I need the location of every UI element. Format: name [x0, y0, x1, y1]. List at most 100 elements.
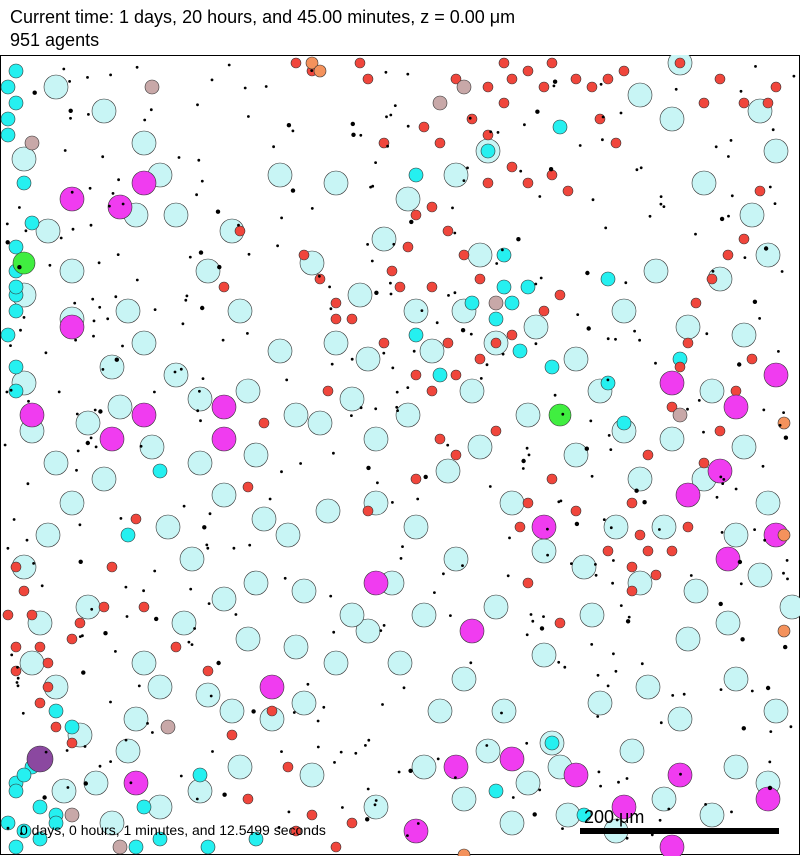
agent-small: [436, 757, 440, 761]
agent-small: [423, 474, 428, 480]
agent-pale_cyan: [403, 298, 429, 324]
agent-small: [783, 435, 789, 440]
agent-small: [402, 686, 406, 690]
agent-brown: [160, 719, 176, 735]
agent-pale_cyan: [91, 466, 117, 492]
agent-small: [495, 262, 499, 265]
agent-small: [71, 227, 75, 231]
agent-red: [738, 97, 750, 109]
agent-small: [59, 236, 63, 240]
agent-pale_cyan: [115, 298, 141, 324]
agent-small: [329, 594, 333, 598]
agent-small: [322, 705, 326, 709]
agent-pale_cyan: [763, 698, 789, 724]
agent-red: [514, 521, 526, 533]
agent-pale_cyan: [227, 754, 253, 780]
agent-pale_cyan: [323, 170, 349, 196]
agent-red: [42, 681, 54, 693]
agent-small: [341, 806, 344, 809]
agent-pale_cyan: [755, 490, 781, 516]
agent-red: [682, 521, 694, 533]
agent-magenta: [443, 754, 469, 780]
agent-cyan: [488, 311, 504, 327]
agent-pale_cyan: [211, 482, 237, 508]
agent-pale_cyan: [403, 514, 429, 540]
agent-small: [350, 121, 355, 127]
agent-small: [221, 338, 225, 342]
agent-small: [243, 86, 247, 90]
agent-small: [496, 131, 500, 134]
agent-magenta: [715, 546, 741, 572]
agent-small: [234, 613, 238, 616]
agent-red: [322, 385, 334, 397]
agent-small: [350, 357, 354, 361]
agent-pale_cyan: [11, 146, 37, 172]
agent-small: [364, 744, 367, 747]
agent-small: [433, 591, 436, 594]
agent-small: [109, 73, 112, 77]
agent-red: [26, 609, 38, 621]
agent-small: [98, 409, 103, 414]
agent-brown: [64, 807, 80, 823]
agent-small: [179, 367, 183, 371]
agent-pale_cyan: [187, 450, 213, 476]
agent-pale_cyan: [131, 130, 157, 156]
agent-small: [682, 692, 686, 696]
agent-small: [121, 202, 125, 206]
agent-small: [76, 449, 80, 453]
agent-small: [12, 518, 16, 521]
agent-red: [682, 337, 694, 349]
agent-red: [450, 369, 462, 381]
agent-small: [101, 155, 105, 159]
agent-pale_cyan: [715, 610, 741, 636]
agent-small: [78, 635, 82, 638]
agent-small: [391, 501, 394, 504]
agent-count: 951 agents: [10, 30, 100, 50]
agent-small: [272, 145, 275, 149]
agent-small: [264, 85, 268, 88]
agent-pale_cyan: [235, 378, 261, 404]
agent-red: [522, 65, 534, 77]
agent-small: [611, 581, 614, 585]
agent-small: [468, 116, 472, 120]
agent-cyan: [8, 383, 24, 399]
agent-orange: [457, 848, 471, 856]
agent-cyan: [408, 167, 424, 183]
agent-orange: [313, 64, 327, 78]
agent-small: [78, 523, 82, 527]
agent-small: [209, 694, 213, 698]
agent-red: [282, 761, 294, 773]
agent-pale_cyan: [435, 458, 461, 484]
agent-pale_cyan: [627, 466, 653, 492]
agent-small: [70, 190, 74, 194]
agent-pale_cyan: [195, 258, 221, 284]
agent-small: [694, 232, 697, 236]
agent-pale_cyan: [427, 698, 453, 724]
agent-small: [597, 770, 601, 774]
agent-red: [674, 57, 686, 69]
agent-small: [75, 468, 78, 472]
agent-red: [610, 137, 622, 149]
agent-small: [222, 792, 227, 797]
agent-small: [68, 80, 71, 83]
agent-cyan: [0, 111, 16, 127]
agent-pale_cyan: [195, 682, 221, 708]
agent-small: [32, 90, 37, 95]
agent-magenta: [363, 570, 389, 596]
agent-small: [389, 292, 393, 296]
agent-red: [226, 729, 238, 741]
agent-small: [479, 377, 483, 380]
agent-pale_cyan: [315, 498, 341, 524]
agent-small: [391, 366, 395, 370]
agent-cyan: [8, 783, 24, 799]
agent-small: [316, 719, 320, 723]
agent-pale_cyan: [531, 642, 557, 668]
agent-small: [32, 562, 35, 565]
agent-small: [531, 619, 535, 623]
agent-small: [768, 760, 772, 764]
agent-cyan: [616, 415, 632, 431]
agent-pale_cyan: [395, 402, 421, 428]
agent-pale_cyan: [43, 450, 69, 476]
agent-small: [365, 817, 370, 822]
agent-small: [570, 562, 573, 565]
